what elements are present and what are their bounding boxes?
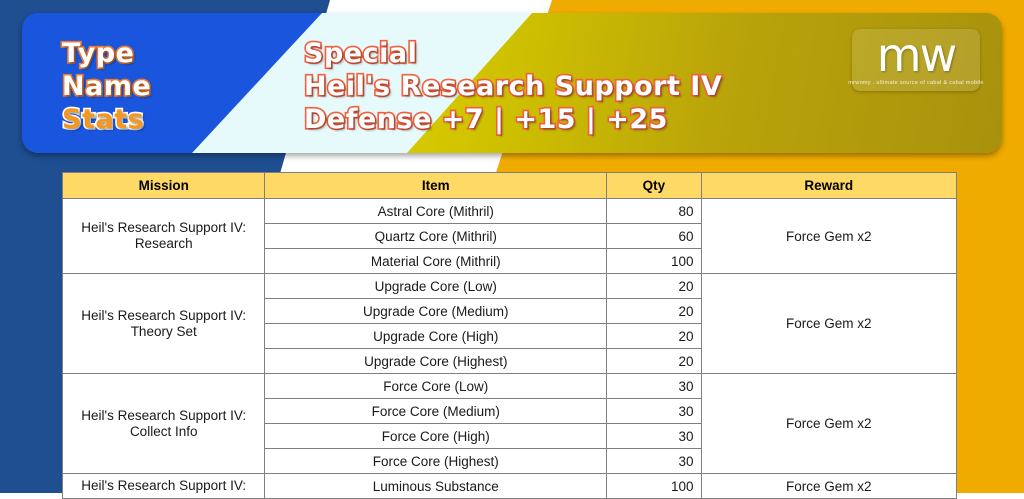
banner-value-type: Special xyxy=(302,36,418,70)
table-body: Heil's Research Support IV: Research Astr… xyxy=(61,198,958,499)
table-row: Upgrade Core (High) 20 xyxy=(63,323,957,349)
column-header-qty: Qty xyxy=(606,172,702,199)
cell-reward: Force Gem x2 xyxy=(700,373,958,474)
table-row: Heil's Research Support IV: Theory Set Up… xyxy=(61,273,958,374)
cell-qty: 30 xyxy=(606,423,702,449)
cell-reward: Force Gem x2 xyxy=(700,273,958,374)
cell-qty: 20 xyxy=(606,298,702,324)
banner-label-stats: Stats xyxy=(60,102,145,136)
mission-table: Mission Item Qty Reward Heil's Research … xyxy=(61,172,958,499)
table-header-row: Mission Item Qty Reward xyxy=(61,172,958,199)
cell-qty: 80 xyxy=(606,198,702,224)
cell-mission: Heil's Research Support IV: Theory Set xyxy=(61,273,266,374)
cell-mission: Heil's Research Support IV: Research xyxy=(61,198,266,274)
mw-logo-mark: mw xyxy=(876,27,957,82)
mission-table-container: Mission Item Qty Reward Heil's Research … xyxy=(61,172,958,499)
cell-qty: 30 xyxy=(606,448,702,474)
cell-reward: Force Gem x2 xyxy=(700,473,958,499)
cell-qty: 20 xyxy=(606,348,702,374)
cell-qty: 30 xyxy=(606,373,702,399)
cell-item: Upgrade Core (Medium) xyxy=(264,298,608,324)
cell-item: Material Core (Mithril) xyxy=(264,248,608,274)
banner-value-column: Special Heil's Research Support IV Defen… xyxy=(302,36,924,136)
table-row: Heil's Research Support IV: Research Astr… xyxy=(61,198,958,274)
column-header-reward: Reward xyxy=(700,172,958,199)
cell-item: Luminous Substance xyxy=(264,473,608,499)
cell-item: Force Core (Low) xyxy=(264,373,608,399)
table-row: Upgrade Core (Medium) 20 xyxy=(63,298,957,324)
column-header-item: Item xyxy=(264,172,608,199)
cell-item: Astral Core (Mithril) xyxy=(264,198,608,224)
banner-label-name: Name xyxy=(60,69,152,103)
cell-qty: 20 xyxy=(606,273,702,299)
banner-value-stats: Defense +7 | +15 | +25 xyxy=(302,102,669,136)
banner-label-column: Type Name Stats xyxy=(60,36,262,136)
cell-mission: Heil's Research Support IV: xyxy=(61,473,266,499)
table-row: Material Core (Mithril) 100 xyxy=(63,248,957,274)
table-row: Force Core (Medium) 30 xyxy=(63,398,957,424)
table-row: Heil's Research Support IV: Collect Info… xyxy=(61,373,958,474)
cell-qty: 30 xyxy=(606,398,702,424)
cell-mission: Heil's Research Support IV: Collect Info xyxy=(61,373,266,474)
cell-item: Upgrade Core (Low) xyxy=(264,273,608,299)
cell-item: Quartz Core (Mithril) xyxy=(264,223,608,249)
cell-item: Force Core (Medium) xyxy=(264,398,608,424)
cell-qty: 100 xyxy=(606,473,702,499)
table-head: Mission Item Qty Reward xyxy=(61,172,958,199)
cell-item: Upgrade Core (High) xyxy=(264,323,608,349)
cell-item: Force Core (High) xyxy=(264,423,608,449)
header-banner: Type Name Stats Special Heil's Research … xyxy=(22,13,1002,153)
column-header-mission: Mission xyxy=(61,172,266,199)
table-row: Heil's Research Support IV: Luminous Subs… xyxy=(61,473,958,499)
table-row: Upgrade Core (Highest) 20 xyxy=(63,348,957,374)
cell-qty: 100 xyxy=(606,248,702,274)
banner-value-name: Heil's Research Support IV xyxy=(302,69,723,103)
cell-qty: 60 xyxy=(606,223,702,249)
banner-label-type: Type xyxy=(60,36,135,70)
mw-logo: mw mrwomy . ultimate source of cabal & c… xyxy=(848,27,983,91)
mw-logo-tagline: mrwomy . ultimate source of cabal & caba… xyxy=(848,79,984,86)
table-row: Quartz Core (Mithril) 60 xyxy=(63,223,957,249)
cell-qty: 20 xyxy=(606,323,702,349)
cell-reward: Force Gem x2 xyxy=(700,198,958,274)
cell-item: Upgrade Core (Highest) xyxy=(264,348,608,374)
cell-item: Force Core (Highest) xyxy=(264,448,608,474)
